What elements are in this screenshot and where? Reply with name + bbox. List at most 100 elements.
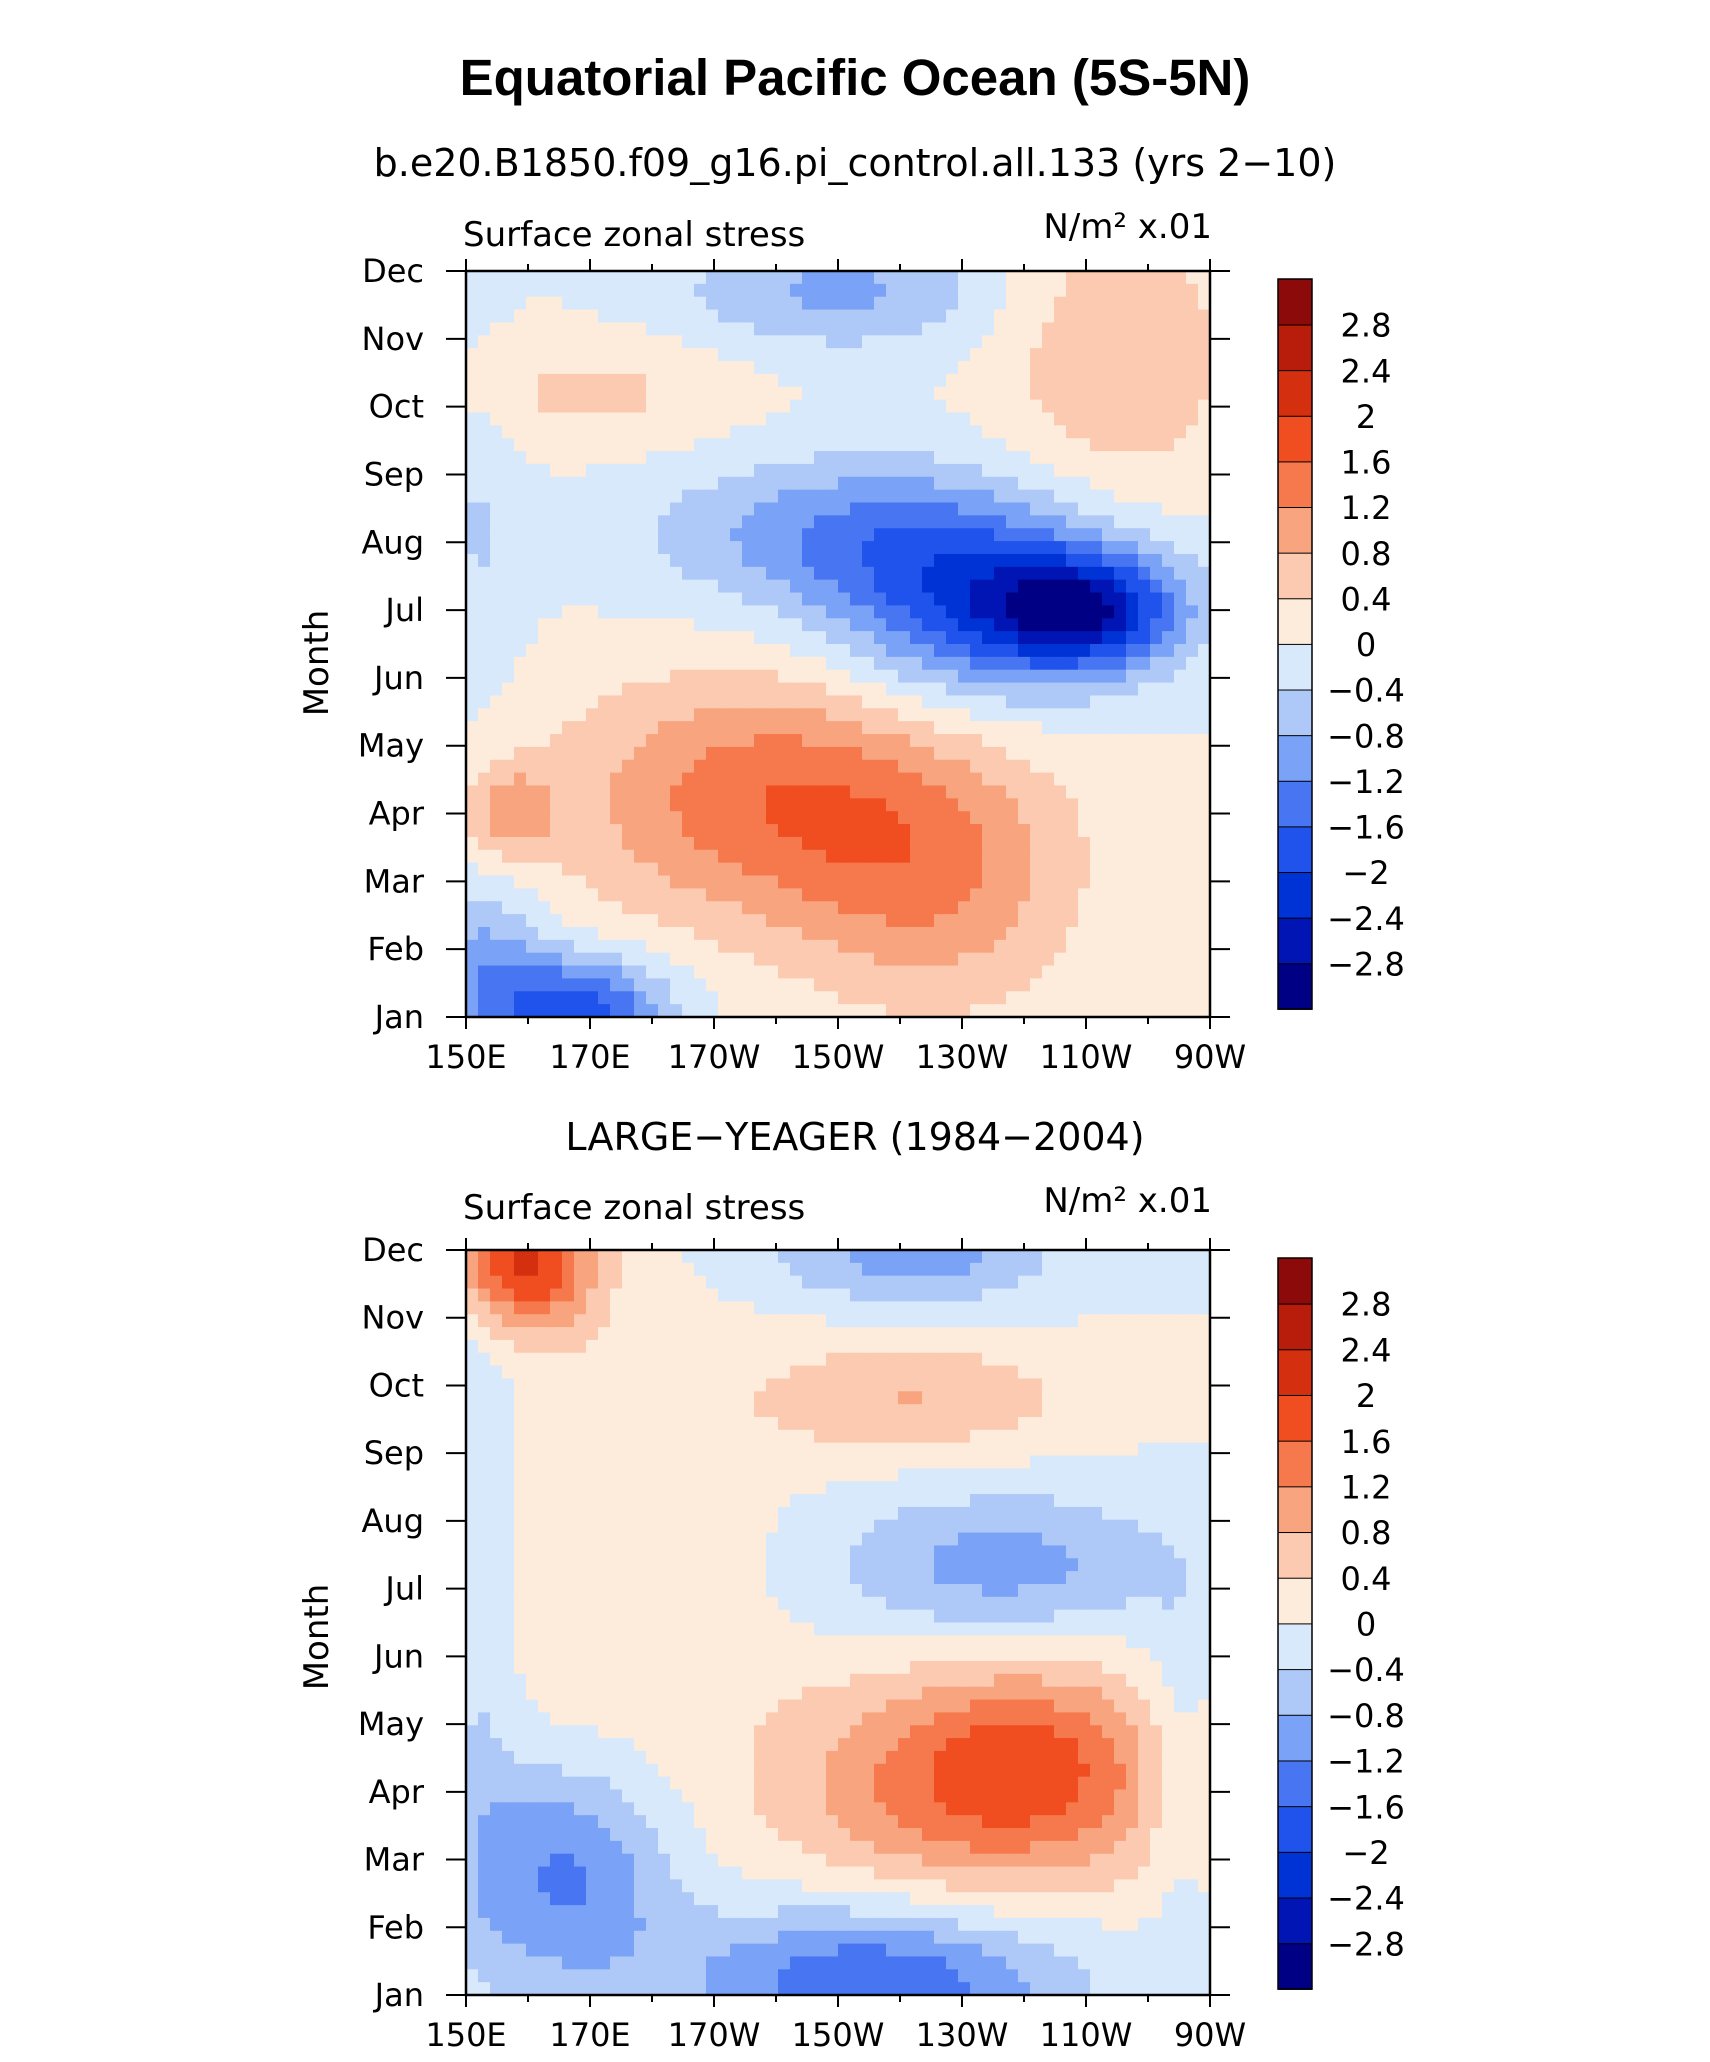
contour-cell bbox=[958, 412, 971, 426]
contour-cell bbox=[742, 592, 755, 607]
contour-cell bbox=[790, 553, 803, 568]
contour-cell bbox=[682, 605, 695, 619]
contour-cell bbox=[850, 553, 863, 568]
contour-cell bbox=[526, 644, 539, 658]
contour-cell bbox=[874, 463, 887, 478]
contour-cell bbox=[502, 425, 515, 439]
contour-cell bbox=[838, 296, 851, 311]
contour-cell bbox=[466, 605, 479, 619]
contour-cell bbox=[898, 566, 911, 581]
contour-cell bbox=[550, 566, 563, 581]
contour-cell bbox=[1102, 515, 1115, 529]
contour-cell bbox=[706, 965, 719, 980]
contour-cell bbox=[874, 1250, 887, 1264]
contour-cell bbox=[922, 695, 935, 709]
contour-cell bbox=[502, 1250, 515, 1264]
contour-cell bbox=[526, 1416, 539, 1431]
contour-cell bbox=[790, 348, 803, 362]
contour-cell bbox=[1126, 1429, 1139, 1444]
contour-cell bbox=[862, 965, 875, 980]
contour-cell bbox=[1018, 991, 1031, 1005]
contour-cell bbox=[1138, 463, 1151, 478]
contour-cell bbox=[802, 412, 815, 426]
contour-cell bbox=[514, 1262, 527, 1277]
contour-cell bbox=[562, 283, 575, 298]
contour-cell bbox=[778, 1250, 791, 1264]
contour-cell bbox=[898, 682, 911, 697]
contour-cell bbox=[514, 914, 527, 928]
contour-cell bbox=[1018, 476, 1031, 491]
contour-cell bbox=[574, 1275, 587, 1290]
contour-cell bbox=[1006, 592, 1019, 607]
contour-cell bbox=[598, 785, 611, 799]
contour-cell bbox=[718, 1365, 731, 1380]
contour-cell bbox=[898, 785, 911, 799]
contour-cell bbox=[730, 785, 743, 799]
contour-cell bbox=[1054, 1494, 1067, 1508]
contour-cell bbox=[1198, 271, 1211, 285]
contour-cell bbox=[1018, 1481, 1031, 1495]
contour-cell bbox=[994, 1442, 1007, 1457]
contour-cell bbox=[742, 361, 755, 375]
contour-cell bbox=[742, 978, 755, 992]
contour-cell bbox=[994, 991, 1007, 1005]
contour-cell bbox=[754, 1404, 767, 1418]
contour-cell bbox=[1054, 1365, 1067, 1380]
contour-cell bbox=[754, 541, 767, 555]
contour-cell bbox=[742, 1404, 755, 1418]
contour-cell bbox=[1042, 618, 1055, 632]
contour-cell bbox=[814, 1339, 827, 1354]
contour-cell bbox=[862, 399, 875, 414]
contour-cell bbox=[1006, 952, 1019, 967]
contour-cell bbox=[682, 759, 695, 774]
contour-cell bbox=[586, 849, 599, 864]
contour-cell bbox=[670, 566, 683, 581]
contour-cell bbox=[706, 1494, 719, 1508]
contour-cell bbox=[826, 849, 839, 864]
contour-cell bbox=[1090, 425, 1103, 439]
contour-cell bbox=[514, 978, 527, 992]
contour-cell bbox=[742, 1429, 755, 1444]
contour-cell bbox=[586, 1429, 599, 1444]
contour-cell bbox=[1078, 926, 1091, 941]
contour-cell bbox=[814, 271, 827, 285]
contour-cell bbox=[1198, 721, 1211, 735]
contour-cell bbox=[934, 425, 947, 439]
contour-cell bbox=[994, 952, 1007, 967]
contour-cell bbox=[1042, 1352, 1055, 1367]
contour-cell bbox=[526, 476, 539, 491]
contour-cell bbox=[1162, 1004, 1175, 1018]
contour-cell bbox=[946, 412, 959, 426]
contour-cell bbox=[946, 1391, 959, 1405]
contour-cell bbox=[598, 1301, 611, 1315]
contour-cell bbox=[994, 901, 1007, 915]
contour-cell bbox=[586, 502, 599, 516]
contour-cell bbox=[910, 1314, 923, 1328]
contour-cell bbox=[658, 553, 671, 568]
contour-cell bbox=[742, 502, 755, 516]
contour-cell bbox=[982, 1455, 995, 1469]
contour-cell bbox=[562, 772, 575, 787]
contour-cell bbox=[610, 1288, 623, 1302]
contour-cell bbox=[754, 1416, 767, 1431]
contour-cell bbox=[886, 296, 899, 311]
contour-cell bbox=[874, 849, 887, 864]
contour-cell bbox=[1150, 322, 1163, 336]
contour-cell bbox=[526, 772, 539, 787]
contour-cell bbox=[814, 528, 827, 542]
contour-cell bbox=[1198, 1365, 1211, 1380]
contour-cell bbox=[598, 888, 611, 902]
contour-cell bbox=[742, 1275, 755, 1290]
contour-cell bbox=[946, 1301, 959, 1315]
contour-cell bbox=[1066, 1352, 1079, 1367]
contour-cell bbox=[730, 605, 743, 619]
contour-cell bbox=[838, 271, 851, 285]
panel-2: LARGE−YEAGER (1984−2004) Surface zonal s… bbox=[297, 1115, 1405, 2054]
contour-cell bbox=[1150, 579, 1163, 594]
contour-cell bbox=[1078, 644, 1091, 658]
contour-cell bbox=[1174, 759, 1187, 774]
contour-cell bbox=[1150, 824, 1163, 838]
contour-cell bbox=[610, 862, 623, 877]
contour-cell bbox=[1114, 553, 1127, 568]
contour-cell bbox=[610, 553, 623, 568]
